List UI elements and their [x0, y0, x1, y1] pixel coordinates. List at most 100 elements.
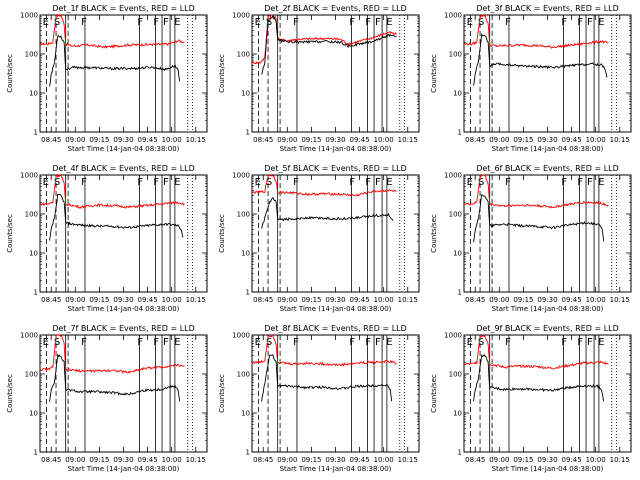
y-tick-label: 1: [458, 129, 462, 137]
y-tick-label: 10: [453, 90, 462, 98]
detector-panel: Det_6f BLACK = Events, RED = LLD 1 10 100 10…: [430, 164, 632, 313]
y-tick-label: 10: [241, 410, 250, 418]
flag-letter: E: [386, 177, 392, 188]
y-axis-label: Counts/sec: [6, 374, 14, 413]
lld-series-line: [39, 334, 185, 374]
x-tick-label: 08:45: [253, 136, 273, 144]
x-tick-label: 10:00: [374, 456, 394, 464]
x-tick-label: 09:45: [561, 136, 581, 144]
x-tick-label: 09:00: [489, 456, 509, 464]
lld-series-line: [463, 13, 609, 49]
x-tick-label: 09:30: [537, 136, 557, 144]
flag-letter: E: [467, 337, 473, 348]
y-tick-label: 100: [25, 211, 38, 219]
x-tick-label: 10:00: [586, 456, 606, 464]
lld-series-line: [39, 173, 185, 210]
flag-letter: S: [266, 177, 272, 188]
flag-letter: E: [598, 337, 604, 348]
x-tick-label: 08:45: [41, 296, 61, 304]
y-tick-label: 1000: [20, 332, 38, 340]
flag-letter: E: [43, 17, 49, 28]
flag-letter: F: [349, 177, 355, 188]
x-tick-label: 09:30: [325, 136, 345, 144]
x-tick-label: 09:45: [561, 456, 581, 464]
flag-letter: F: [561, 17, 567, 28]
x-tick-label: 09:45: [349, 296, 369, 304]
x-tick-label: 10:15: [398, 296, 418, 304]
x-tick-label: 09:45: [349, 136, 369, 144]
x-tick-label: 09:00: [65, 136, 85, 144]
y-tick-label: 1: [246, 449, 250, 457]
flag-letter: F: [365, 177, 371, 188]
x-tick-label: 09:00: [277, 456, 297, 464]
x-tick-label: 10:15: [610, 136, 630, 144]
flag-letter: S: [478, 337, 484, 348]
y-tick-label: 1000: [232, 12, 250, 20]
flag-letter: F: [577, 17, 583, 28]
y-tick-label: 10: [29, 250, 38, 258]
flag-letter: E: [43, 337, 49, 348]
x-tick-label: 09:15: [513, 296, 533, 304]
flag-letter: F: [375, 177, 381, 188]
detector-panel: Det_2f BLACK = Events, RED = LLD 1 10 100 10…: [218, 4, 420, 153]
events-series-line: [473, 32, 608, 86]
detector-panel: Det_9f BLACK = Events, RED = LLD 1 10 100 10…: [430, 324, 632, 473]
flag-letter: F: [137, 17, 143, 28]
flag-letter: F: [375, 337, 381, 348]
x-tick-label: 08:45: [465, 456, 485, 464]
detector-panel: Det_1f BLACK = Events, RED = LLD 1 10 100 10…: [6, 4, 208, 153]
x-tick-label: 08:45: [41, 136, 61, 144]
events-series-line: [49, 35, 181, 87]
flag-letter: F: [587, 337, 593, 348]
events-series-line: [261, 354, 393, 402]
x-tick-label: 09:45: [137, 296, 157, 304]
x-tick-label: 08:45: [465, 136, 485, 144]
x-axis-label: Start Time (14-Jan-04 08:38:00): [492, 305, 604, 313]
flag-letter: F: [505, 177, 511, 188]
events-series-line: [261, 196, 394, 229]
flag-letter: F: [163, 17, 169, 28]
x-tick-label: 09:30: [113, 456, 133, 464]
flag-letter: F: [505, 337, 511, 348]
flag-letter: E: [174, 177, 180, 188]
x-tick-label: 09:45: [349, 456, 369, 464]
y-tick-label: 1: [34, 129, 38, 137]
flag-letter: F: [81, 17, 87, 28]
flag-letter: F: [505, 17, 511, 28]
x-axis-label: Start Time (14-Jan-04 08:38:00): [68, 305, 180, 313]
x-axis-label: Start Time (14-Jan-04 08:38:00): [68, 465, 180, 473]
y-tick-label: 1: [246, 129, 250, 137]
y-tick-label: 100: [237, 371, 250, 379]
x-tick-label: 09:00: [489, 136, 509, 144]
detector-panel: Det_4f BLACK = Events, RED = LLD 1 10 100 10…: [6, 164, 208, 313]
y-tick-label: 100: [237, 211, 250, 219]
events-series-line: [49, 193, 184, 241]
flag-letter: F: [349, 337, 355, 348]
x-tick-label: 10:15: [610, 296, 630, 304]
x-tick-label: 09:15: [301, 296, 321, 304]
panel-title: Det_1f BLACK = Events, RED = LLD: [52, 4, 195, 13]
flag-letter: F: [561, 337, 567, 348]
lld-series-line: [463, 174, 609, 209]
x-tick-label: 09:00: [65, 456, 85, 464]
flag-letter: F: [577, 177, 583, 188]
flag-letter: S: [266, 17, 272, 28]
flag-letter: E: [386, 337, 392, 348]
y-axis-label: Counts/sec: [430, 214, 438, 253]
y-tick-label: 100: [25, 371, 38, 379]
x-tick-label: 10:15: [186, 296, 206, 304]
flag-letter: F: [137, 337, 143, 348]
x-axis-label: Start Time (14-Jan-04 08:38:00): [280, 465, 392, 473]
events-series-line: [473, 194, 605, 243]
x-tick-label: 08:45: [465, 296, 485, 304]
y-tick-label: 1: [458, 289, 462, 297]
flag-letter: S: [478, 177, 484, 188]
y-tick-label: 100: [237, 51, 250, 59]
flag-letter: F: [375, 17, 381, 28]
x-tick-label: 09:30: [537, 296, 557, 304]
lld-series-line: [463, 335, 609, 370]
flag-letter: F: [153, 177, 159, 188]
flag-letter: F: [163, 177, 169, 188]
x-tick-label: 10:00: [586, 296, 606, 304]
